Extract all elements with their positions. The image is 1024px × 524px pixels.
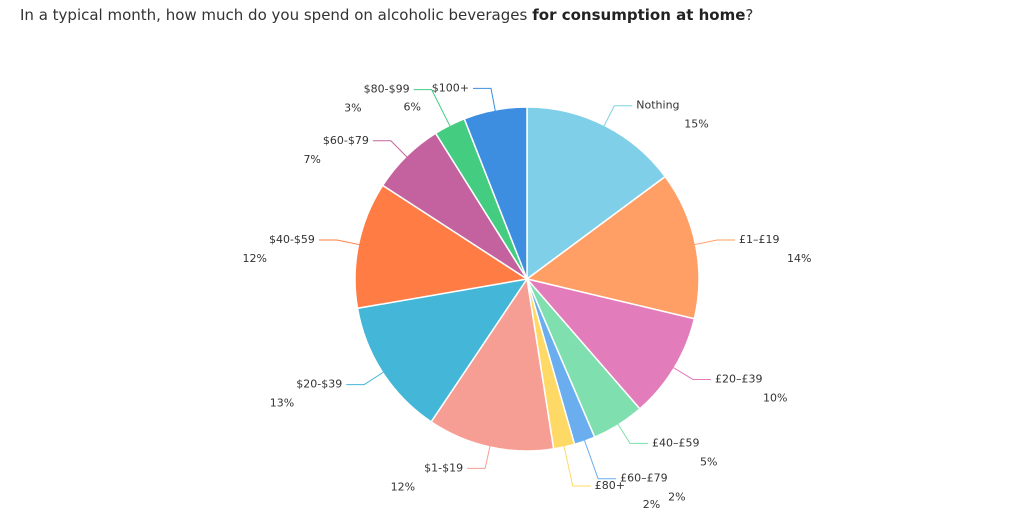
slice-label: £40–£59	[652, 436, 700, 449]
title-part: In a typical month, how much do you spen…	[20, 6, 528, 24]
value-label: 12%	[242, 252, 266, 265]
slice-label: $80-$99	[364, 83, 410, 96]
chart-title: In a typical month, how much do you spen…	[20, 6, 753, 24]
value-label: 6%	[404, 100, 421, 113]
slice-label: £20–£39	[715, 372, 763, 385]
value-label: 14%	[787, 252, 811, 265]
value-label: 10%	[763, 391, 787, 404]
slice-label: £1–£19	[739, 233, 780, 246]
leader-line	[687, 239, 736, 247]
slice-label: $1-$19	[424, 461, 463, 474]
slice-label: £80+	[595, 479, 625, 492]
slice-label: $40-$59	[269, 233, 315, 246]
leader-line	[318, 239, 367, 247]
leader-line	[473, 87, 498, 118]
leader-line	[667, 363, 711, 380]
slice-label: $100+	[432, 81, 469, 94]
value-label: 2%	[668, 491, 685, 504]
leader-line	[346, 367, 390, 386]
value-label: 2%	[643, 498, 660, 511]
value-label: 12%	[391, 480, 415, 493]
slice-label: $60-$79	[323, 134, 369, 147]
leader-line	[581, 433, 617, 480]
leader-line	[413, 89, 454, 133]
value-label: 15%	[684, 118, 708, 131]
slice-label: $20-$39	[296, 378, 342, 391]
title-bold: for consumption at home	[532, 6, 746, 24]
leader-line	[600, 105, 633, 133]
slice-label: Nothing	[636, 99, 679, 112]
title-part: ?	[745, 6, 754, 24]
slice-label: £60–£79	[620, 472, 668, 485]
leader-line	[561, 439, 591, 487]
value-label: 13%	[270, 397, 294, 410]
value-label: 3%	[344, 102, 361, 115]
value-label: 7%	[303, 153, 320, 166]
leader-line	[613, 417, 649, 444]
leader-line	[467, 439, 493, 469]
leader-line	[372, 140, 413, 163]
value-label: 5%	[700, 455, 717, 468]
